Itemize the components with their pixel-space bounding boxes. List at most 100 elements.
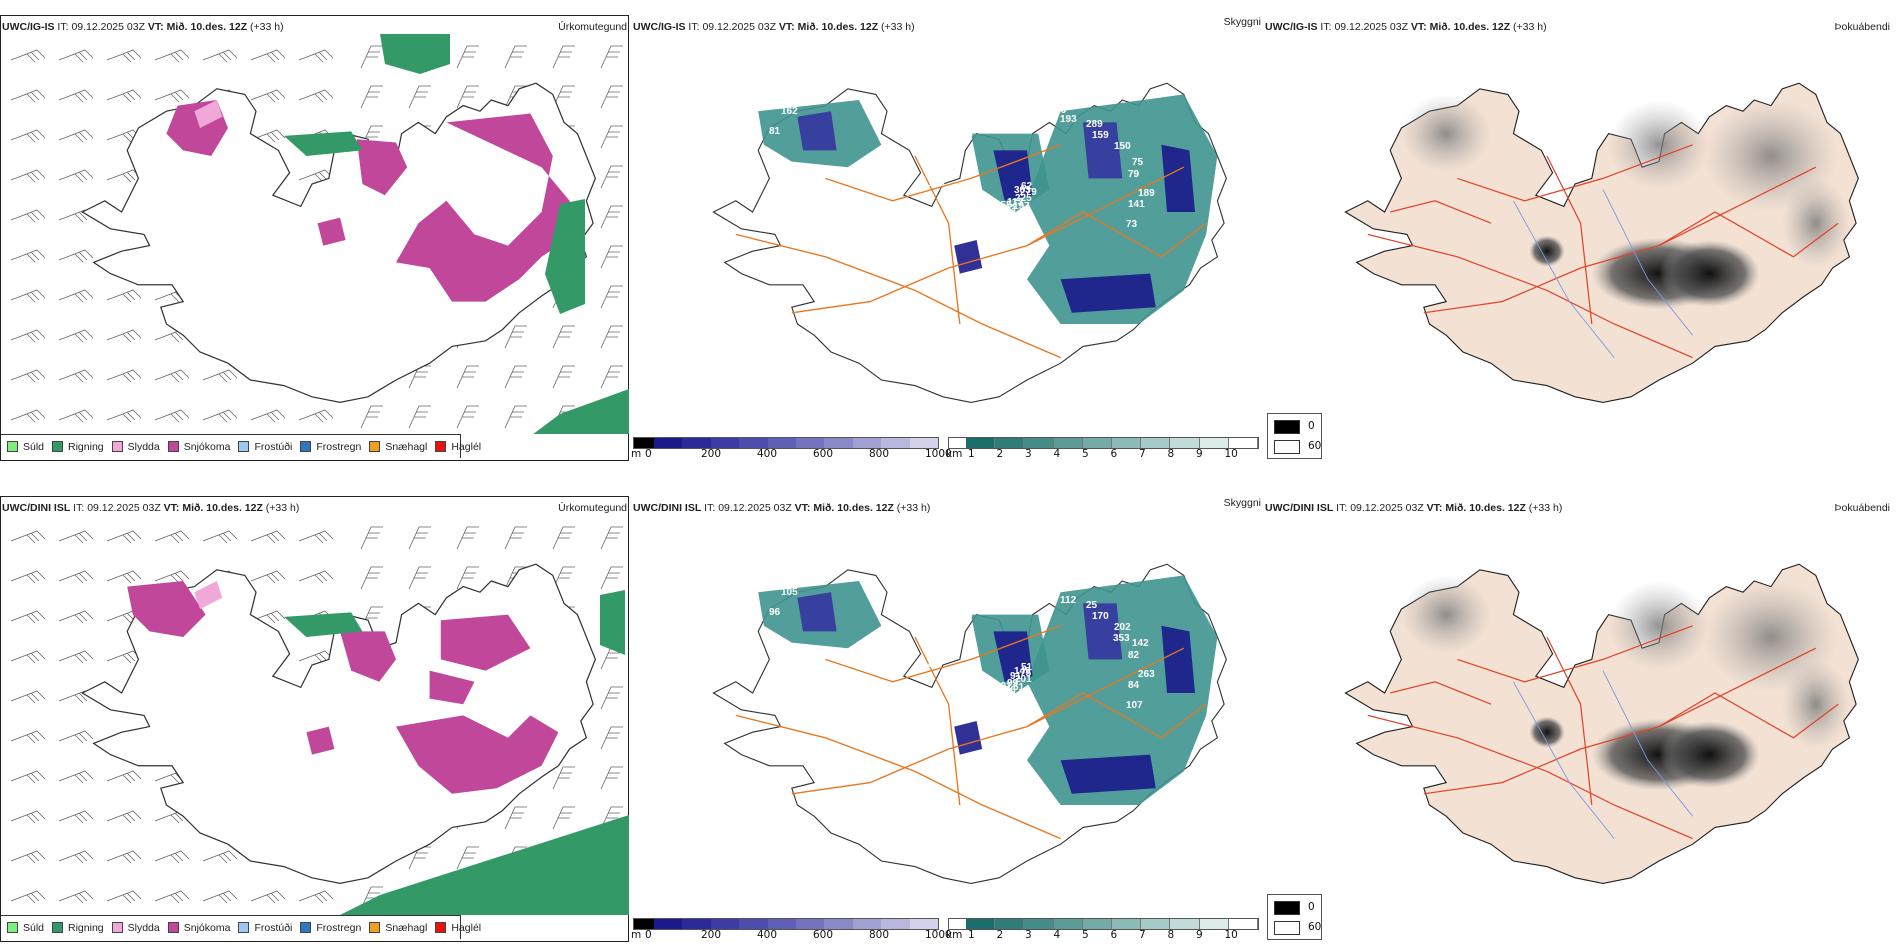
visibility-value-label: 63 — [937, 637, 949, 648]
wind-barb — [600, 325, 623, 349]
wind-barb — [58, 890, 94, 904]
wind-barb — [58, 610, 94, 624]
wind-barb — [552, 566, 575, 590]
precip-type-map — [10, 34, 629, 434]
road-line — [1658, 692, 1839, 739]
wind-barb — [600, 285, 623, 309]
vt-label: VT: — [147, 21, 164, 33]
rain-area — [600, 590, 625, 655]
height-colorbar-segment — [710, 919, 740, 929]
panel-type-label: Þokuábendi — [1834, 21, 1890, 33]
visibility-area — [1161, 625, 1195, 693]
wind-barb — [600, 125, 623, 149]
visibility-value-label: 79 — [1128, 169, 1140, 180]
lead-time: (+33 h) — [265, 502, 300, 514]
sea-rain-areas — [340, 590, 629, 915]
panel-title: UWC/DINI ISL IT: 09.12.2025 03Z VT: Mið.… — [1265, 502, 1562, 514]
fog-legend-swatch — [1274, 420, 1300, 434]
panel-type-label: Úrkomutegund — [558, 502, 627, 514]
wind-barb — [360, 45, 383, 69]
km-colorbar-segment — [965, 438, 996, 448]
height-colorbar-segment — [682, 438, 711, 448]
visibility-area — [954, 721, 983, 755]
visibility-area — [797, 592, 837, 632]
visibility-area — [1083, 122, 1123, 179]
visibility-value-label: 180 — [928, 178, 945, 189]
visibility-value-label: 116 — [1050, 105, 1067, 116]
visibility-areas — [758, 94, 1218, 325]
wind-barb — [456, 85, 479, 109]
visibility-value-label: 59 — [937, 194, 949, 205]
wind-barb — [58, 169, 94, 183]
km-colorbar-segment — [1141, 438, 1171, 448]
visibility-value-label: 201 — [1015, 674, 1032, 685]
visibility-value-label: 159 — [1092, 130, 1109, 141]
km-colorbar-segment — [1082, 438, 1112, 448]
km-tick-label: 8 — [1167, 448, 1175, 460]
wind-barb — [202, 369, 238, 383]
height-colorbar-segment — [795, 919, 825, 929]
km-tick-label: 8 — [1167, 929, 1175, 941]
km-colorbar-segment — [1228, 919, 1258, 929]
wind-barb — [456, 846, 479, 870]
wind-barb — [250, 610, 286, 624]
wind-barb — [10, 369, 46, 383]
wind-barb — [408, 85, 431, 109]
river-line — [1513, 681, 1615, 839]
legend-swatch — [369, 441, 381, 452]
visibility-value-label: 279 — [1020, 187, 1037, 198]
wind-barb — [408, 526, 431, 550]
visibility-value-label: 92 — [737, 84, 749, 95]
model-row-dini: UWC/DINI ISL IT: 09.12.2025 03Z VT: Mið.… — [0, 481, 1900, 942]
wind-barb — [10, 570, 46, 584]
legend-swatch — [167, 441, 179, 452]
legend-item-slydda: Slydda — [111, 441, 160, 453]
km-colorbar-segment — [1170, 438, 1200, 448]
snow-area — [440, 614, 531, 671]
legend-item-snæhagl: Snæhagl — [369, 922, 427, 934]
visibility-value-label: 16 — [983, 204, 995, 215]
height-colorbar-segment — [634, 919, 654, 929]
wind-barb — [154, 530, 190, 544]
visibility-value-label: 196 — [943, 611, 960, 622]
visibility-value-label: 60 — [743, 130, 755, 141]
km-colorbar-segment — [1228, 438, 1258, 448]
legend-item-súld: Súld — [7, 922, 44, 934]
wind-barb — [298, 89, 334, 103]
wind-barb — [552, 766, 575, 790]
height-colorbar: m 0 200 400 600 800 1000 — [631, 918, 952, 944]
fog-area — [1529, 235, 1565, 267]
wind-barb — [58, 530, 94, 544]
km-tick-label: 6 — [1110, 929, 1118, 941]
snow-area — [317, 217, 346, 246]
wind-barb — [10, 209, 46, 223]
legend-swatch — [111, 441, 123, 452]
visibility-value-label: 170 — [956, 610, 973, 621]
model-row-igis: UWC/IG-IS IT: 09.12.2025 03Z VT: Mið. 10… — [0, 0, 1900, 461]
visibility-value-label: 189 — [1138, 188, 1155, 199]
wind-barb — [600, 686, 623, 710]
panel-title: UWC/IG-IS IT: 09.12.2025 03Z VT: Mið. 10… — [2, 21, 284, 33]
visibility-value-label: 213 — [987, 108, 1004, 119]
visibility-value-label: 363 — [1014, 185, 1031, 196]
legend-swatch — [238, 922, 250, 933]
visibility-value-label: 117 — [721, 583, 738, 594]
visibility-value-label: 176 — [1024, 587, 1041, 598]
km-colorbar-segment — [949, 438, 966, 448]
wind-barb — [10, 810, 46, 824]
wind-barb — [504, 325, 527, 349]
legend-item-haglél: Haglél — [435, 441, 481, 453]
visibility-value-label: 63 — [937, 675, 949, 686]
wind-barb — [250, 89, 286, 103]
visibility-value-label: 128 — [937, 143, 954, 154]
height-colorbar-segment — [824, 919, 853, 929]
wind-barb — [10, 850, 46, 864]
height-tick-label: 200 — [701, 929, 722, 941]
height-tick-label: 0 — [645, 448, 652, 460]
wind-barb — [250, 49, 286, 63]
visibility-panel: UWC/IG-IS IT: 09.12.2025 03Z VT: Mið. 10… — [631, 0, 1263, 460]
height-colorbar-segment — [682, 919, 711, 929]
road-line — [1390, 200, 1492, 224]
wind-barb — [250, 570, 286, 584]
fog-area — [1782, 659, 1850, 749]
